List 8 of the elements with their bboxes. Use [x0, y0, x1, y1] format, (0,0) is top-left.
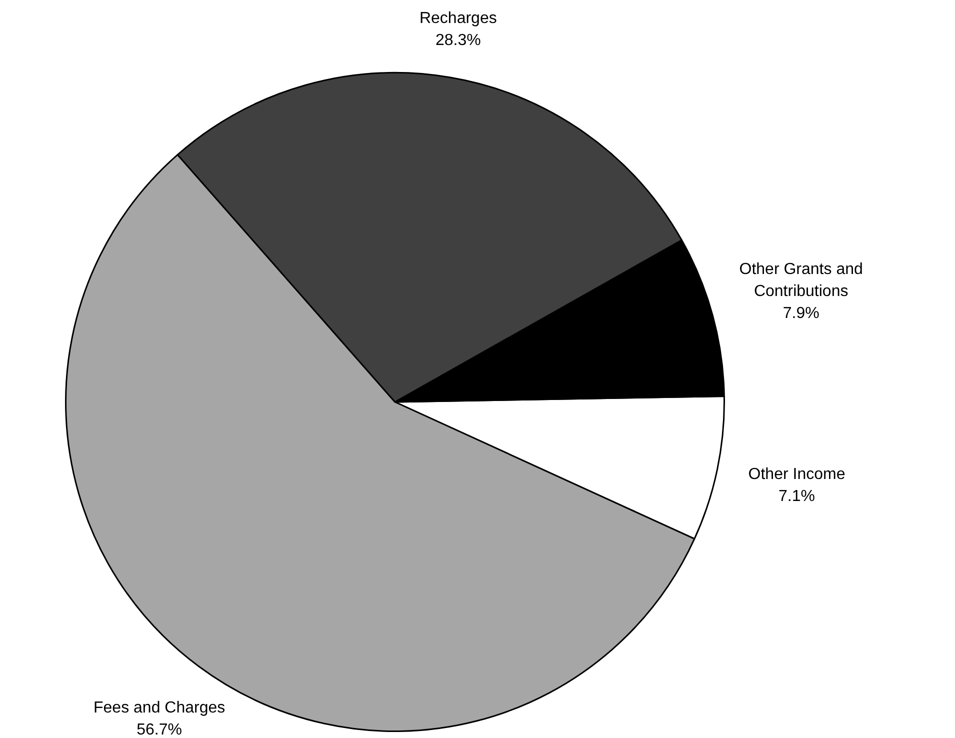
slice-label: Recharges: [419, 10, 497, 27]
data-label: 7.9%: [782, 304, 820, 322]
slice-label: Other Grants and Contributions: [739, 260, 863, 300]
slice-label: Fees and Charges: [93, 700, 226, 717]
slice-label: Other Income: [748, 466, 846, 484]
data-label: 7.1%: [778, 488, 815, 506]
data-label: 28.3%: [435, 32, 481, 49]
data-label: 56.7%: [136, 722, 182, 738]
